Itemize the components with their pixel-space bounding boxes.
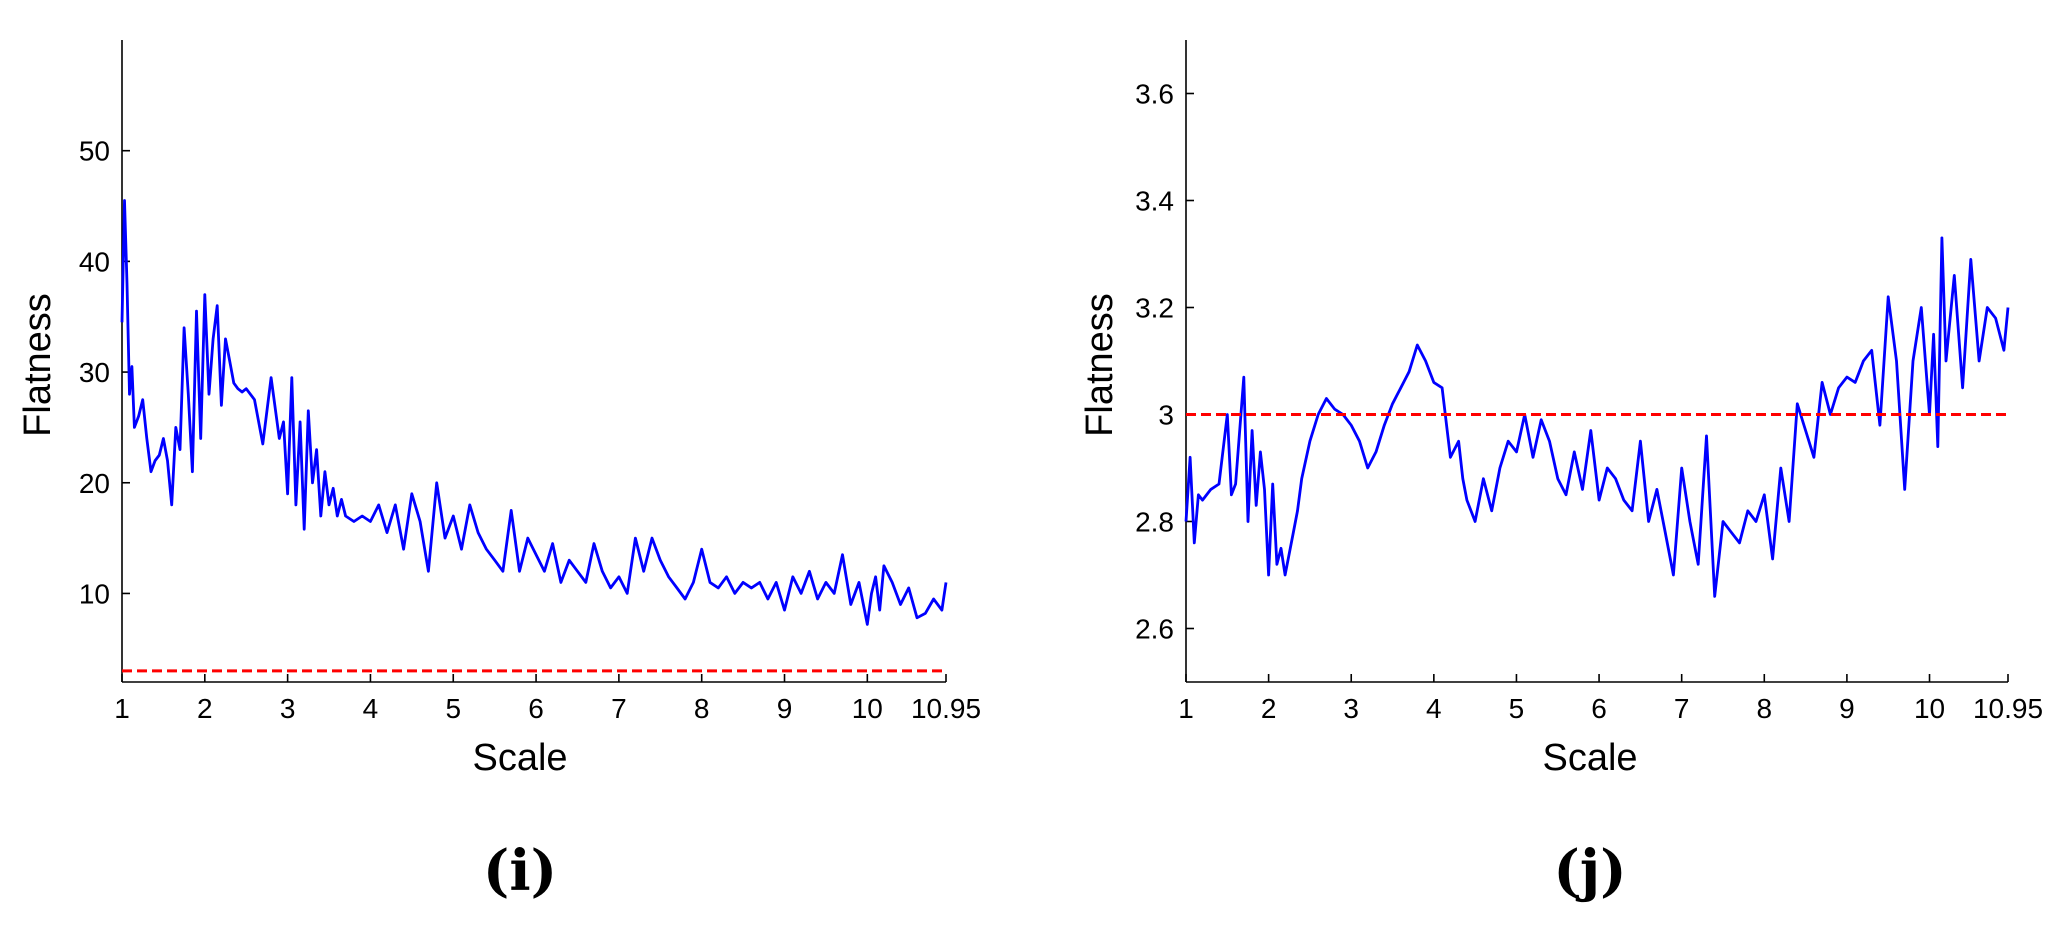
x-tick-label: 10.95 — [911, 693, 981, 724]
y-tick-label: 2.6 — [1135, 614, 1174, 645]
y-tick-label: 2.8 — [1135, 507, 1174, 538]
panel-label: (j) — [1553, 838, 1626, 904]
x-tick-label: 5 — [1509, 693, 1525, 724]
x-axis-title: Scale — [1542, 737, 1637, 779]
data-series-line — [1184, 236, 2010, 598]
x-tick-label: 8 — [694, 693, 710, 724]
panel-label: (i) — [483, 838, 557, 904]
x-tick-label: 5 — [445, 693, 461, 724]
x-tick-label: 6 — [528, 693, 544, 724]
x-tick-label: 4 — [1426, 693, 1442, 724]
x-tick-label: 2 — [1261, 693, 1277, 724]
x-tick-label: 3 — [1343, 693, 1359, 724]
y-axis-title: Flatness — [1079, 293, 1121, 437]
x-tick-label: 6 — [1591, 693, 1607, 724]
y-tick-label: 3.6 — [1135, 79, 1174, 110]
x-tick-label: 7 — [1674, 693, 1690, 724]
x-tick-label: 8 — [1757, 693, 1773, 724]
y-tick-label: 3 — [1158, 400, 1174, 431]
y-axis-title: Flatness — [17, 293, 59, 437]
x-tick-label: 1 — [114, 693, 130, 724]
x-tick-label: 3 — [280, 693, 296, 724]
x-axis-title: Scale — [472, 737, 567, 779]
y-tick-label: 10 — [79, 578, 110, 609]
x-tick-label: 1 — [1178, 693, 1194, 724]
y-tick-label: 3.2 — [1135, 293, 1174, 324]
y-tick-label: 20 — [79, 468, 110, 499]
chart-panel-j: Scale Flatness (j) 1 2 3 4 5 6 7 8 9 10 10.95 2.6 2.… — [1079, 40, 2043, 904]
x-tick-label: 7 — [611, 693, 627, 724]
chart-panel-i: Scale Flatness (i) 1 2 3 4 5 6 7 8 9 10 10.95 10 20 3… — [17, 40, 981, 904]
data-series-line — [120, 199, 948, 626]
x-tick-label: 10.95 — [1973, 693, 2043, 724]
x-tick-label: 9 — [1839, 693, 1855, 724]
y-tick-label: 40 — [79, 246, 110, 277]
x-tick-label: 10 — [852, 693, 883, 724]
y-tick-label: 3.4 — [1135, 186, 1174, 217]
x-tick-label: 10 — [1914, 693, 1945, 724]
x-tick-label: 4 — [363, 693, 379, 724]
y-tick-label: 50 — [79, 136, 110, 167]
y-tick-label: 30 — [79, 357, 110, 388]
x-tick-label: 9 — [777, 693, 793, 724]
x-tick-label: 2 — [197, 693, 213, 724]
